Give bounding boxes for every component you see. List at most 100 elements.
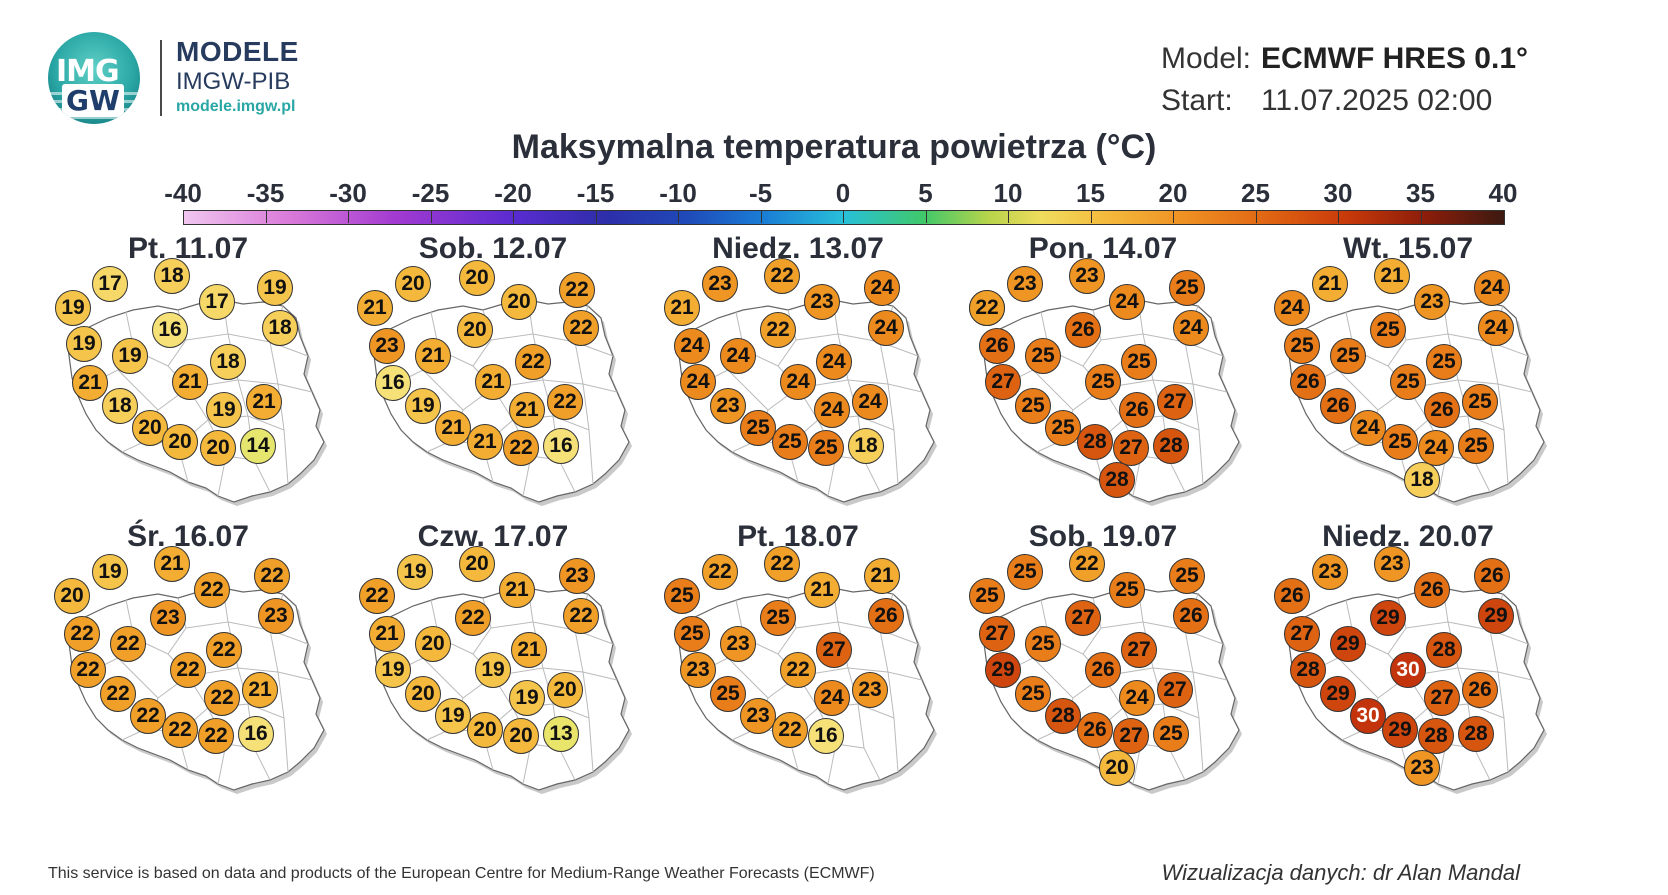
temperature-marker: 20 (457, 312, 493, 348)
temperature-marker: 22 (760, 312, 796, 348)
temperature-marker: 25 (1458, 428, 1494, 464)
forecast-panel: Wt. 15.07 24 21 21 24 23 24 25 25 25 25 26 25 26 26 25 2… (1258, 232, 1558, 532)
panel-date: Pt. 18.07 (737, 520, 859, 553)
temperature-marker: 22 (547, 384, 583, 420)
scale-tick (595, 210, 597, 223)
temperature-marker: 21 (357, 290, 393, 326)
region-border (253, 459, 271, 493)
brand-name: MODELE (176, 36, 299, 67)
panel-date: Śr. 16.07 (127, 520, 249, 553)
temperature-marker: 23 (710, 388, 746, 424)
temperature-marker: 22 (702, 554, 738, 590)
temperature-marker: 24 (1119, 680, 1155, 716)
region-border (887, 383, 923, 393)
region-border (1168, 747, 1186, 781)
temperature-marker: 23 (702, 266, 738, 302)
brand-org: IMGW-PIB (176, 68, 291, 95)
temperature-marker: 28 (1045, 698, 1081, 734)
temperature-marker: 23 (1007, 266, 1043, 302)
temperature-marker: 18 (1404, 462, 1440, 498)
panel-date: Niedz. 13.07 (712, 232, 884, 265)
temperature-marker: 21 (415, 338, 451, 374)
forecast-panel: Sob. 12.07 21 20 20 22 20 22 20 23 22 21 16 19 21 21 22… (343, 232, 643, 532)
temperature-marker: 25 (772, 424, 808, 460)
temperature-marker: 29 (985, 652, 1021, 688)
region-border (558, 459, 576, 493)
temperature-marker: 19 (475, 652, 511, 688)
temperature-marker: 22 (503, 430, 539, 466)
temperature-marker: 28 (1077, 424, 1113, 460)
model-info: Model: ECMWF HRES 0.1° Start: 11.07.2025… (1161, 38, 1528, 122)
temperature-marker: 22 (772, 712, 808, 748)
color-scale-bar (183, 210, 1505, 225)
scale-tick (1420, 210, 1422, 223)
temperature-marker: 25 (1025, 338, 1061, 374)
temperature-marker: 25 (1382, 424, 1418, 460)
temperature-marker: 16 (543, 428, 579, 464)
temperature-marker: 28 (1099, 462, 1135, 498)
temperature-marker: 21 (172, 364, 208, 400)
temperature-marker: 29 (1478, 598, 1514, 634)
temperature-marker: 24 (680, 364, 716, 400)
scale-tick (843, 210, 844, 223)
temperature-marker: 25 (1045, 410, 1081, 446)
temperature-marker: 22 (204, 680, 240, 716)
temperature-marker: 22 (515, 344, 551, 380)
temperature-marker: 30 (1350, 698, 1386, 734)
temperature-marker: 20 (200, 430, 236, 466)
footer-credit: Wizualizacja danych: dr Alan Mandal (1161, 860, 1521, 885)
temperature-marker: 16 (808, 718, 844, 754)
panel-date: Pt. 11.07 (127, 232, 249, 265)
temperature-marker: 22 (563, 598, 599, 634)
region-border (1497, 383, 1533, 393)
temperature-marker: 26 (1173, 598, 1209, 634)
model-value: ECMWF HRES 0.1° (1260, 42, 1528, 75)
forecast-panel: Niedz. 20.07 26 23 23 26 26 29 29 27 29 28 28 30 29 27… (1258, 520, 1558, 820)
scale-label: -25 (411, 178, 450, 208)
temperature-marker: 21 (499, 572, 535, 608)
temperature-marker: 25 (760, 600, 796, 636)
region-border (582, 671, 618, 681)
temperature-marker: 26 (1085, 652, 1121, 688)
temperature-marker: 20 (395, 266, 431, 302)
temperature-marker: 26 (868, 598, 904, 634)
temperature-marker: 27 (1065, 600, 1101, 636)
temperature-marker: 27 (1157, 384, 1193, 420)
temperature-marker: 22 (170, 652, 206, 688)
region-border (893, 429, 899, 485)
scale-label: -20 (494, 178, 532, 208)
temperature-marker: 21 (72, 365, 108, 401)
region-border (283, 717, 289, 773)
temperature-marker: 25 (1109, 572, 1145, 608)
temperature-marker: 25 (1462, 384, 1498, 420)
temperature-marker: 18 (262, 310, 298, 346)
temperature-marker: 21 (242, 672, 278, 708)
region-border (558, 747, 576, 781)
forecast-panel: Śr. 16.07 20 19 21 22 22 23 23 22 22 22 22 22 22 22 21 2… (38, 520, 338, 820)
scale-label: -30 (329, 178, 367, 208)
brand-url[interactable]: modele.imgw.pl (176, 98, 296, 115)
temperature-marker: 22 (198, 718, 234, 754)
region-border (277, 383, 313, 393)
temperature-marker: 24 (1274, 290, 1310, 326)
scale-tick (760, 210, 762, 223)
color-scale-labels: -40 -35 -30 -25 -20 -15 -10 -5 0 5 10 15 20 25 30 35 40 (150, 178, 1520, 208)
temperature-marker: 20 (467, 712, 503, 748)
region-border (863, 747, 881, 781)
forecast-panel: Niedz. 13.07 21 23 22 24 23 24 22 24 24 24 24 23 24 24… (648, 232, 948, 532)
start-value: 11.07.2025 02:00 (1260, 84, 1493, 117)
scale-label: 10 (993, 178, 1023, 208)
temperature-marker: 27 (1113, 430, 1149, 466)
temperature-marker: 24 (1474, 270, 1510, 306)
temperature-marker: 23 (1069, 258, 1105, 294)
temperature-marker: 29 (1320, 676, 1356, 712)
panel-date: Sob. 12.07 (418, 232, 568, 265)
temperature-marker: 18 (848, 428, 884, 464)
temperature-marker: 23 (740, 698, 776, 734)
temperature-marker: 22 (455, 600, 491, 636)
temperature-marker: 25 (1390, 364, 1426, 400)
temperature-marker: 24 (674, 328, 710, 364)
region-border (1473, 459, 1491, 493)
temperature-marker: 26 (979, 328, 1015, 364)
temperature-marker: 26 (1424, 392, 1460, 428)
